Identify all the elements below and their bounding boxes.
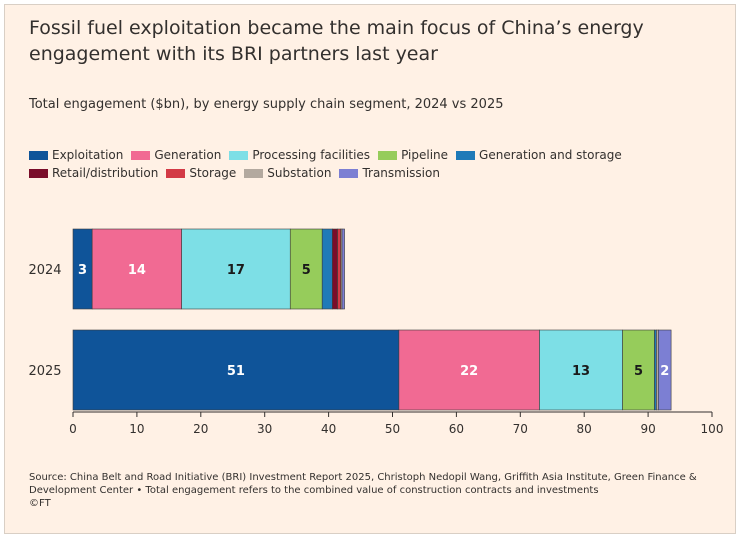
chart-subtitle: Total engagement ($bn), by energy supply…	[29, 97, 504, 112]
x-tick-label: 80	[577, 422, 592, 436]
legend-swatch	[456, 150, 476, 160]
data-label: 17	[227, 263, 245, 278]
bar-segment-processing-facilities-2024	[181, 228, 291, 310]
bar-segment-storage-2024	[337, 228, 342, 310]
x-tick-label: 100	[701, 422, 724, 436]
legend-row: Exploitation Generation Processing facilit…	[29, 146, 719, 164]
data-label: 2	[660, 364, 669, 379]
data-label: 51	[227, 364, 245, 379]
data-label: 22	[460, 364, 478, 379]
legend-row: Retail/distribution Storage Substation Tran…	[29, 164, 719, 182]
legend-label: Retail/distribution	[52, 166, 159, 180]
legend-swatch	[166, 168, 186, 178]
legend-item-transmission: Transmission	[339, 164, 440, 182]
legend-label: Processing facilities	[252, 148, 371, 162]
bar-segment-pipeline-2025	[622, 329, 655, 411]
source-text: Source: China Belt and Road Initiative (…	[29, 472, 697, 496]
legend-swatch	[378, 150, 398, 160]
x-tick-label: 10	[129, 422, 144, 436]
legend-item-exploitation: Exploitation	[29, 146, 123, 164]
bar-segment-retail-distribution-2024	[332, 228, 338, 310]
chart-legend: Exploitation Generation Processing facilit…	[29, 146, 719, 182]
chart-card: Fossil fuel exploitation became the main…	[4, 4, 736, 534]
legend-swatch	[131, 150, 151, 160]
data-label: 5	[634, 364, 643, 379]
category-label: 2024	[28, 263, 61, 278]
x-tick-label: 40	[321, 422, 336, 436]
x-tick-label: 20	[193, 422, 208, 436]
data-label: 3	[78, 263, 87, 278]
legend-swatch	[29, 168, 48, 178]
legend-item-generation: Generation	[131, 146, 221, 164]
legend-swatch	[29, 150, 48, 160]
legend-label: Generation	[154, 148, 222, 162]
category-label: 2025	[28, 364, 61, 379]
bar-segment-generation-2024	[91, 228, 182, 310]
x-tick-label: 70	[513, 422, 528, 436]
legend-label: Exploitation	[52, 148, 124, 162]
bar-segment-generation-2025	[398, 329, 540, 411]
x-tick-label: 0	[69, 422, 77, 436]
data-label: 5	[302, 263, 311, 278]
bar-segment-transmission-2025	[658, 329, 672, 411]
legend-label: Storage	[189, 166, 237, 180]
legend-item-substation: Substation	[244, 164, 331, 182]
x-tick-label: 90	[640, 422, 655, 436]
x-tick-label: 30	[257, 422, 272, 436]
legend-label: Generation and storage	[479, 148, 622, 162]
legend-item-retail-distribution: Retail/distribution	[29, 164, 158, 182]
legend-item-pipeline: Pipeline	[378, 146, 448, 164]
bar-segment-processing-facilities-2025	[539, 329, 623, 411]
legend-label: Transmission	[362, 166, 440, 180]
legend-item-storage: Storage	[166, 164, 236, 182]
bar-segment-pipeline-2024	[289, 228, 323, 310]
source-note: Source: China Belt and Road Initiative (…	[29, 471, 719, 510]
legend-swatch	[229, 150, 249, 160]
legend-swatch	[339, 168, 359, 178]
copyright-text: ©FT	[29, 498, 51, 509]
x-tick-label: 50	[385, 422, 400, 436]
x-tick-label: 60	[449, 422, 464, 436]
bar-segment-transmission-2024	[341, 228, 345, 310]
data-label: 13	[572, 364, 590, 379]
legend-item-generation-and-storage: Generation and storage	[456, 146, 622, 164]
bar-segment-generation-and-storage-2024	[321, 228, 333, 310]
legend-swatch	[244, 168, 264, 178]
data-label: 14	[128, 263, 146, 278]
chart-title: Fossil fuel exploitation became the main…	[29, 17, 644, 65]
legend-label: Substation	[267, 166, 332, 180]
bar-segment-exploitation-2025	[72, 329, 400, 411]
legend-item-processing-facilities: Processing facilities	[229, 146, 370, 164]
legend-label: Pipeline	[401, 148, 449, 162]
